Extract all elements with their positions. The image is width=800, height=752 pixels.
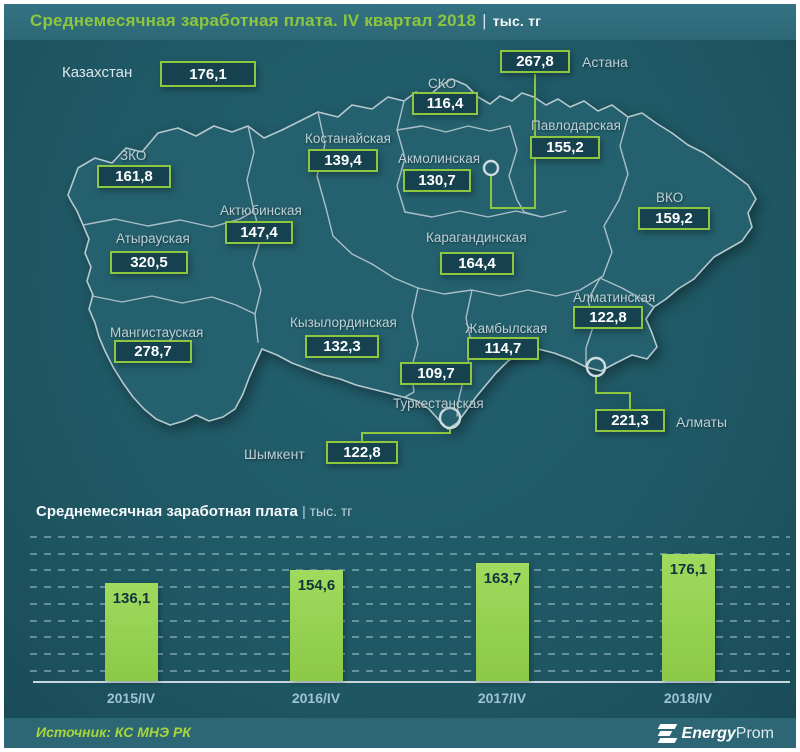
- city-markers: [438, 159, 607, 430]
- region-value-kyzylorda: 132,3: [305, 335, 379, 358]
- bar-value-2018: 176,1: [669, 561, 708, 578]
- region-label-pavlodar: Павлодарская: [531, 118, 621, 133]
- header-bar: [4, 4, 796, 40]
- region-value-aktobe: 147,4: [225, 221, 293, 244]
- bar-value-2017: 163,7: [483, 570, 522, 587]
- region-value-turkestan: 109,7: [400, 362, 472, 385]
- x-tick-2018: 2018/IV: [663, 690, 713, 706]
- region-label-aktobe: Актюбинская: [220, 203, 302, 218]
- city-label-almaty: Алматы: [676, 414, 728, 430]
- region-label-atyrau: Атырауская: [116, 231, 190, 246]
- region-value-mangystau: 278,7: [114, 340, 192, 363]
- region-value-kostanay: 139,4: [308, 149, 378, 172]
- bar-value-2016: 154,6: [297, 577, 336, 594]
- bar-2015: 136,1: [105, 583, 158, 681]
- country-label: Казахстан: [62, 64, 133, 81]
- city-value-shymkent: 122,8: [326, 441, 398, 464]
- almaty-connector: [595, 376, 631, 410]
- bar-2017: 163,7: [476, 563, 529, 681]
- region-label-zko: ЗКО: [120, 148, 147, 163]
- x-tick-2017: 2017/IV: [477, 690, 527, 706]
- region-value-zko: 161,8: [97, 165, 171, 188]
- region-label-mangystau: Мангистауская: [110, 325, 204, 340]
- city-label-shymkent: Шымкент: [244, 446, 305, 462]
- title-separator: |: [482, 11, 487, 30]
- brand-name: EnergyProm: [681, 724, 774, 742]
- energyprom-icon: [657, 722, 677, 745]
- chart-x-axis: [33, 681, 790, 683]
- city-value-almaty: 221,3: [595, 409, 665, 432]
- almaty-marker: [585, 356, 607, 378]
- region-label-akmola: Акмолинская: [398, 151, 481, 166]
- brand-logo: EnergyProm: [657, 722, 774, 745]
- region-value-akmola: 130,7: [403, 169, 471, 192]
- region-label-kostanay: Костанайская: [305, 131, 391, 146]
- x-tick-2016: 2016/IV: [291, 690, 341, 706]
- bar-2018: 176,1: [662, 554, 715, 681]
- chart-title: Среднемесячная заработная плата | тыс. т…: [36, 503, 352, 520]
- region-value-vko: 159,2: [638, 207, 710, 230]
- region-value-almaty-region: 122,8: [573, 306, 643, 329]
- region-label-turkestan: Туркестанская: [393, 396, 484, 411]
- city-label-astana: Астана: [582, 54, 628, 70]
- country-value-box: 176,1: [160, 61, 256, 87]
- page-title-text: Среднемесячная заработная плата. IV квар…: [30, 11, 477, 30]
- region-label-almaty-region: Алматинская: [573, 290, 656, 305]
- region-value-sko: 116,4: [412, 92, 478, 115]
- bar-2016: 154,6: [290, 570, 343, 681]
- chart-title-text: Среднемесячная заработная плата: [36, 503, 298, 520]
- region-label-sko: СКО: [428, 76, 456, 91]
- region-value-pavlodar: 155,2: [530, 136, 600, 159]
- title-unit: тыс. тг: [492, 13, 542, 29]
- chart-title-unit: | тыс. тг: [302, 503, 353, 519]
- country-outline: [67, 78, 757, 430]
- shymkent-connector: [361, 428, 451, 441]
- region-label-vko: ВКО: [656, 190, 684, 205]
- city-value-astana: 267,8: [500, 50, 570, 73]
- x-tick-2015: 2015/IV: [106, 690, 156, 706]
- page-title: Среднемесячная заработная плата. IV квар…: [30, 11, 541, 31]
- region-value-karaganda: 164,4: [440, 252, 514, 275]
- shymkent-marker: [438, 406, 462, 430]
- region-label-karaganda: Карагандинская: [426, 230, 527, 245]
- region-value-atyrau: 320,5: [110, 251, 188, 274]
- region-value-zhambyl: 114,7: [467, 337, 539, 360]
- region-label-kyzylorda: Кызылординская: [290, 315, 397, 330]
- source-note: Источник: КС МНЭ РК: [36, 724, 191, 740]
- bar-value-2015: 136,1: [112, 590, 151, 607]
- astana-marker: [482, 159, 500, 177]
- region-label-zhambyl: Жамбылская: [465, 321, 548, 336]
